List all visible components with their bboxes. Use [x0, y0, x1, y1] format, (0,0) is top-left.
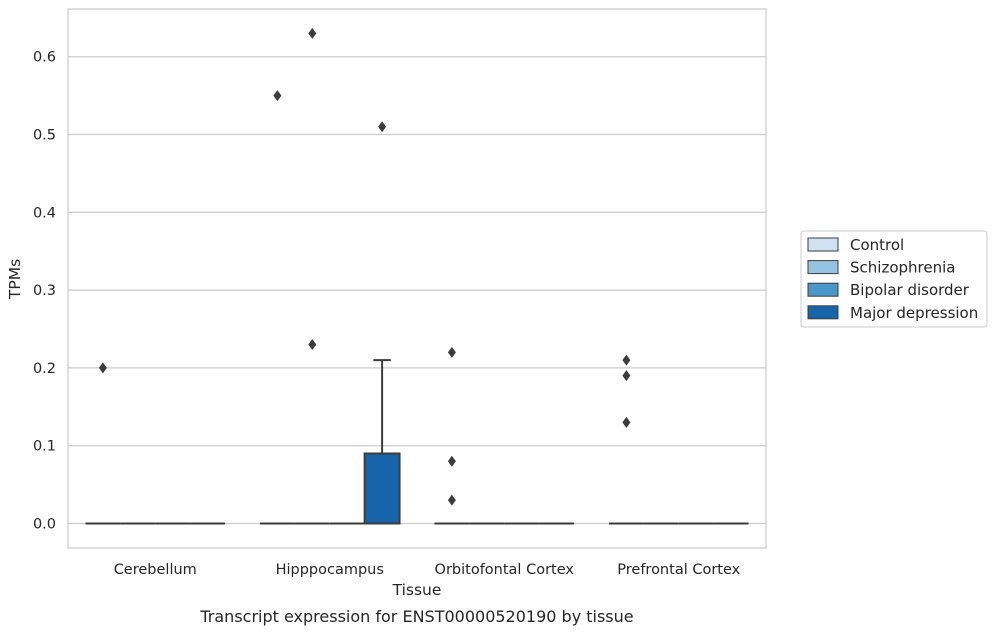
outlier-point: [447, 455, 456, 467]
x-tick-label: Prefrontal Cortex: [617, 562, 740, 578]
y-tick-label: 0.2: [33, 361, 56, 377]
legend-item: Major depression: [807, 304, 978, 322]
outlier-point: [447, 494, 456, 506]
box-group: [259, 90, 295, 525]
y-tick-label: 0.4: [33, 205, 56, 221]
legend-swatch: [807, 282, 839, 297]
outlier-point: [308, 339, 317, 351]
y-tick-label: 0.6: [33, 50, 56, 66]
outlier-point: [622, 416, 631, 428]
x-axis-title: Tissue: [392, 581, 442, 599]
legend-swatch: [807, 260, 839, 275]
y-tick-label: 0.0: [33, 517, 56, 533]
legend-label: Bipolar disorder: [850, 281, 970, 299]
y-axis-ticks: 0.0 0.1 0.2 0.3 0.4 0.5 0.6: [33, 50, 56, 533]
legend-label: Schizophrenia: [850, 259, 955, 277]
legend-swatch: [807, 305, 839, 320]
outlier-point: [622, 354, 631, 366]
box-group: [363, 121, 401, 525]
legend-label: Control: [850, 236, 904, 254]
outlier-point: [98, 362, 107, 374]
y-tick-label: 0.1: [33, 439, 56, 455]
box-marks: [85, 27, 749, 525]
outlier-point: [308, 27, 317, 39]
box-group: [608, 354, 644, 525]
x-tick-label: Cerebellum: [114, 562, 197, 578]
y-tick-label: 0.3: [33, 283, 56, 299]
legend-item: Schizophrenia: [807, 259, 955, 277]
box-body: [363, 452, 401, 525]
legend-frame: [800, 230, 988, 328]
gridlines: [68, 56, 766, 525]
figure-caption: Transcript expression for ENST0000052019…: [199, 607, 633, 626]
legend-item: Bipolar disorder: [807, 281, 970, 299]
outlier-point: [447, 346, 456, 358]
plot-area-frame: [67, 8, 767, 549]
y-axis-title: TPMs: [6, 259, 24, 300]
outlier-point: [378, 121, 387, 133]
legend-swatch: [807, 237, 839, 252]
box-group: [294, 27, 330, 525]
y-tick-label: 0.5: [33, 128, 56, 144]
x-tick-label: Hipppocampus: [276, 562, 384, 578]
box-group: [85, 362, 121, 525]
legend-label: Major depression: [850, 304, 978, 322]
x-tick-label: Orbitofontal Cortex: [435, 562, 575, 578]
legend: Control Schizophrenia Bipolar disorder Majo…: [800, 230, 988, 328]
box-group: [434, 346, 470, 525]
x-axis-ticks: Cerebellum Hipppocampus Orbitofontal Corte…: [114, 562, 741, 578]
legend-item: Control: [807, 236, 904, 254]
outlier-point: [273, 90, 282, 102]
outlier-point: [622, 370, 631, 382]
